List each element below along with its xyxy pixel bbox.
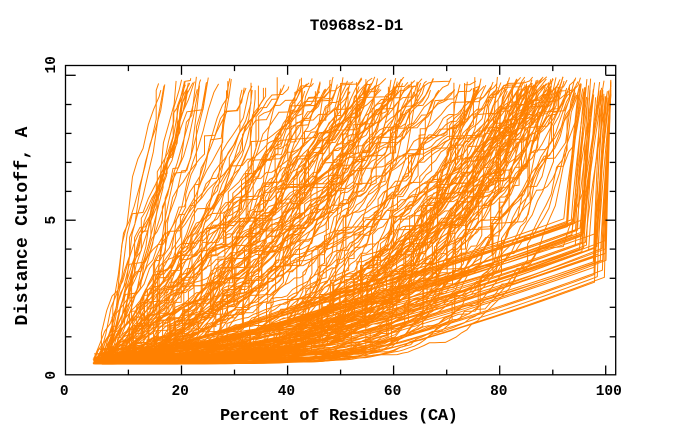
- svg-text:60: 60: [384, 384, 401, 400]
- svg-text:40: 40: [278, 384, 295, 400]
- svg-text:0: 0: [44, 371, 60, 380]
- svg-text:Distance Cutoff, A: Distance Cutoff, A: [13, 126, 33, 325]
- svg-text:Percent of Residues (CA): Percent of Residues (CA): [220, 407, 458, 426]
- svg-text:5: 5: [44, 216, 60, 225]
- svg-text:0: 0: [60, 384, 69, 400]
- svg-text:80: 80: [490, 384, 507, 400]
- svg-text:20: 20: [171, 384, 188, 400]
- svg-text:10: 10: [44, 56, 60, 73]
- svg-text:100: 100: [596, 384, 622, 400]
- svg-text:T0968s2-D1: T0968s2-D1: [310, 17, 404, 35]
